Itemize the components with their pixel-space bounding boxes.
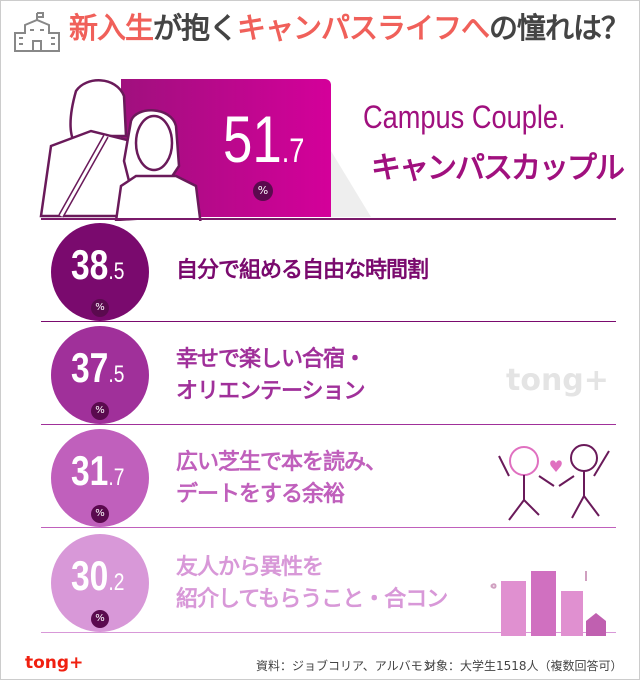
divider xyxy=(41,527,616,528)
hero-label-en: Campus Couple. xyxy=(363,99,566,135)
percent-badge: % xyxy=(91,299,109,317)
item-label: 自分で組める自由な時間割 xyxy=(176,258,429,283)
city-illustration xyxy=(486,561,616,640)
divider xyxy=(41,632,616,633)
page-title: 新入生が抱くキャンパスライフへの憧れは？ xyxy=(69,11,630,45)
percent-badge: % xyxy=(253,181,273,201)
divider xyxy=(41,424,616,425)
watermark-logo: tong+ xyxy=(506,363,609,398)
item-value: 37.5 xyxy=(71,344,125,391)
item-label: 広い芝生で本を読み、 デートをする余裕 xyxy=(176,450,387,507)
divider xyxy=(41,321,616,322)
school-icon xyxy=(11,11,63,53)
item-value: 31.7 xyxy=(71,447,125,494)
item-value: 38.5 xyxy=(71,241,125,288)
hero-shadow xyxy=(331,151,371,217)
percent-badge: % xyxy=(91,505,109,523)
item-label: 友人から異性を 紹介してもらうこと・合コン xyxy=(176,555,448,612)
item-label: 幸せで楽しい合宿・ オリエンテーション xyxy=(176,347,366,404)
source-note: 資料：ジョブコリア、アルバモン xyxy=(256,659,435,673)
target-note: 対象：大学生1518人（複数回答可） xyxy=(424,659,623,673)
hero-value: 51.7 xyxy=(223,102,305,176)
tong-logo: tong+ xyxy=(25,653,84,673)
divider xyxy=(41,218,616,220)
percent-badge: % xyxy=(91,402,109,420)
hero-label-jp: キャンパスカップル xyxy=(371,151,625,186)
item-value: 30.2 xyxy=(71,552,125,599)
couple-jumping-illustration xyxy=(489,436,619,530)
percent-badge: % xyxy=(91,610,109,628)
couple-illustration xyxy=(21,71,221,228)
